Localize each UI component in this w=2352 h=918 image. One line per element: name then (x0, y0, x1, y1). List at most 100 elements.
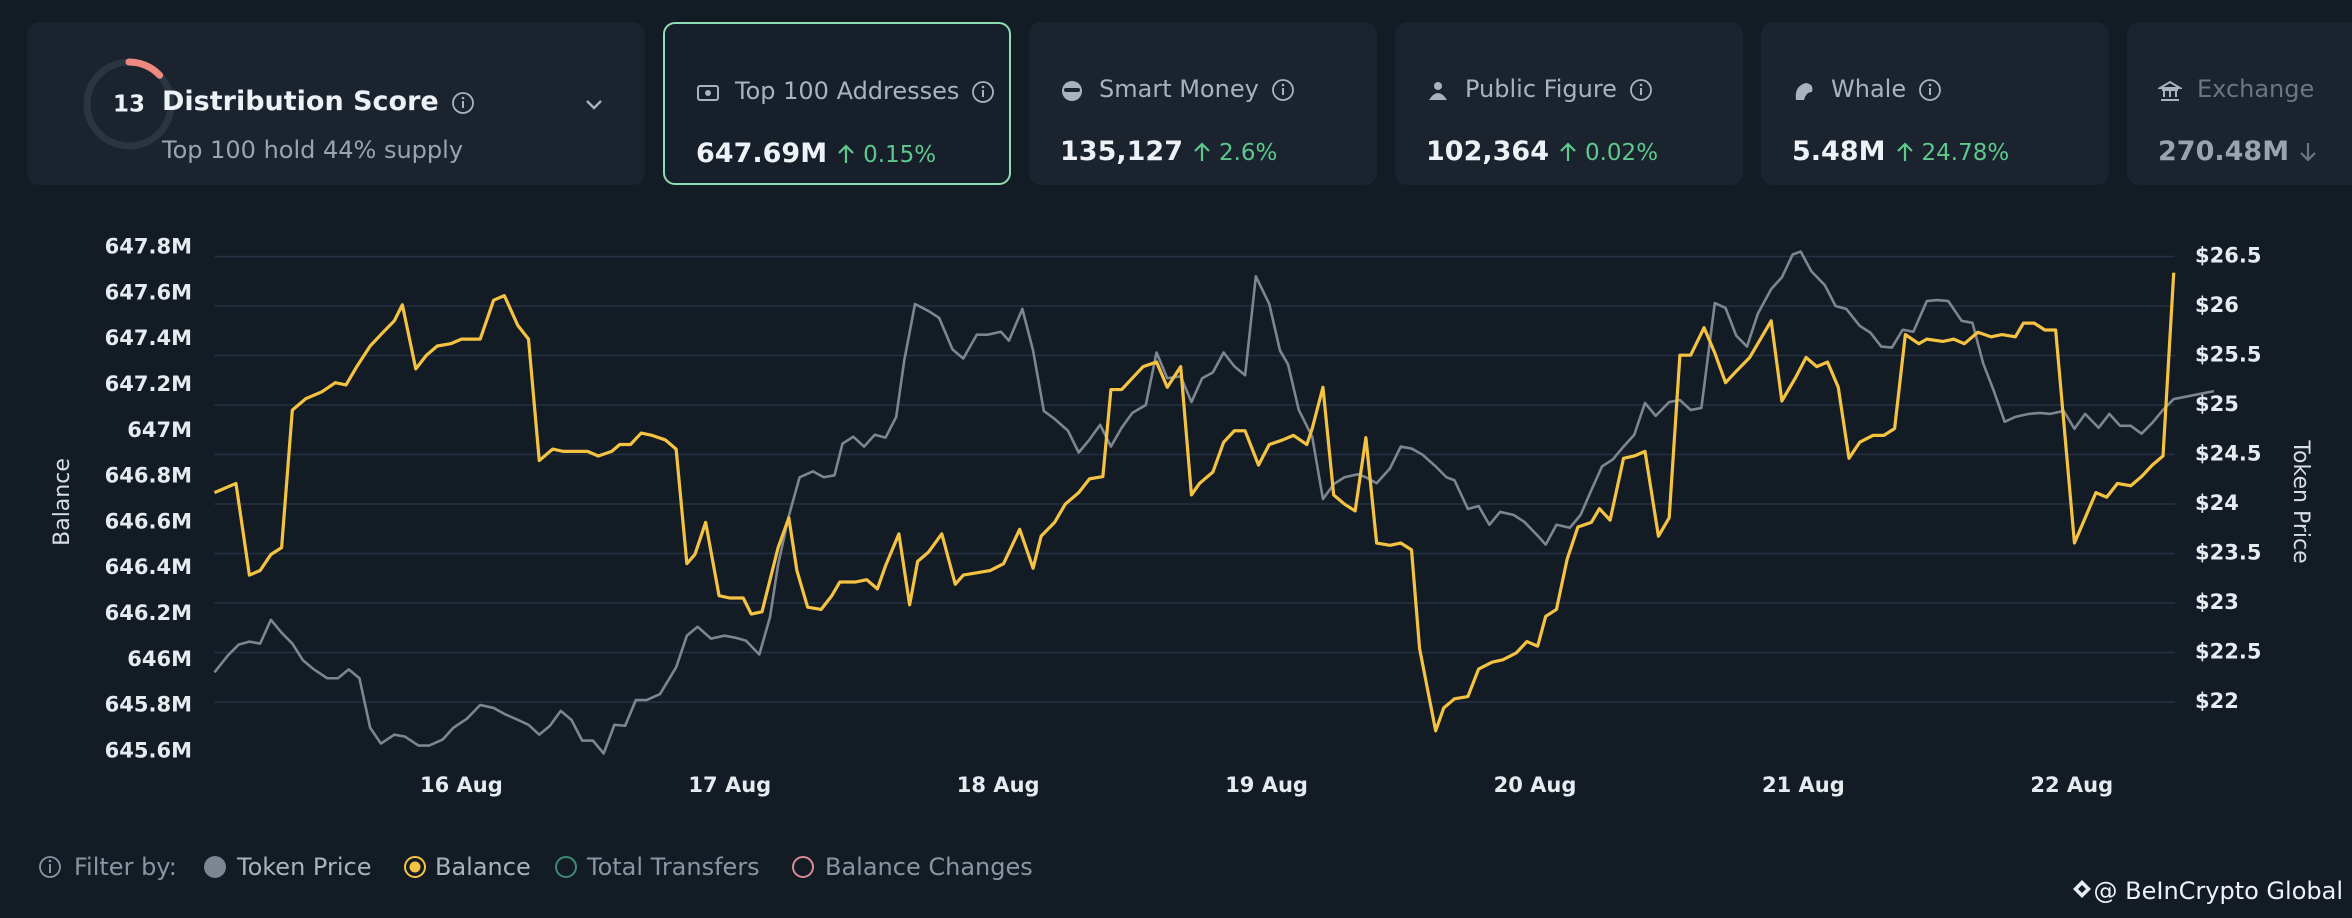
card-title: Whale (1831, 77, 1942, 102)
card-icon (2158, 80, 2182, 101)
x-tick-label: 17 Aug (688, 773, 771, 797)
info-icon[interactable] (1271, 78, 1295, 102)
card-icon (1062, 81, 1082, 101)
y-tick-label: 645.6M (105, 739, 192, 763)
score-ring: 13 (83, 58, 175, 150)
metric-card[interactable]: Exchange 270.48M (2127, 22, 2352, 185)
card-change: 2.6% (1218, 140, 1278, 166)
watermark: @ BeInCrypto Global (2094, 877, 2344, 905)
metric-card[interactable]: Public Figure 102,364 0.02% (1395, 22, 1743, 185)
y-tick-label: 645.8M (105, 693, 192, 717)
x-tick-label: 21 Aug (1762, 773, 1845, 797)
filter-dot[interactable] (555, 856, 577, 878)
filter-dot[interactable] (204, 856, 226, 878)
up-arrow (838, 143, 854, 163)
card-change: 0.02% (1584, 140, 1659, 166)
card-value: 102,364 (1426, 136, 1549, 167)
y-tick-label: 646.2M (105, 601, 192, 625)
card-row: 647.69M 0.15% (696, 140, 936, 167)
series-line (213, 272, 2176, 733)
plot: 645.6M 645.8M 646M 646.2M 646.4M 646.6M 646.8M… (105, 235, 2262, 798)
y2-axis-title: Token Price (2288, 439, 2313, 563)
score-subtitle: Top 100 hold 44% supply (162, 136, 464, 164)
y2-tick-label: $25 (2195, 392, 2239, 416)
score-value: 13 (113, 92, 145, 118)
filter-option[interactable]: Balance Changes (825, 853, 1033, 881)
filter-option[interactable]: Total Transfers (586, 853, 760, 881)
watermark-logo (2073, 880, 2091, 898)
up-arrow (1896, 141, 1913, 161)
card-change: 24.78% (1921, 140, 2010, 166)
info-icon[interactable] (1629, 78, 1653, 102)
x-tick-label: 22 Aug (2030, 773, 2113, 797)
metric-card[interactable]: Smart Money 135,127 2.6% (1029, 22, 1377, 185)
card-change: 0.15% (863, 142, 937, 168)
y-tick-label: 647M (127, 418, 192, 442)
y-tick-label: 646.4M (105, 555, 192, 579)
card-value: 647.69M (696, 138, 828, 169)
y-tick-label: 646M (127, 647, 192, 671)
card-icon (1429, 82, 1447, 100)
info-icon-dot (48, 859, 52, 863)
chevron[interactable] (582, 92, 606, 116)
metric-card[interactable]: Whale 5.48M 24.78% (1761, 22, 2109, 185)
filter-label: Filter by: (74, 853, 177, 881)
up-arrow (1560, 141, 1576, 161)
y2-tick-label: $26 (2195, 293, 2239, 317)
y2-tick-label: $22 (2195, 689, 2239, 713)
card-value: 270.48M (2158, 136, 2290, 167)
card-title-text: Whale (1831, 75, 1907, 103)
x-tick-label: 16 Aug (420, 773, 503, 797)
card-icon (697, 85, 719, 101)
y2-tick-label: $22.5 (2195, 640, 2261, 664)
score-title: Distribution Score (162, 88, 475, 115)
card-title-text: Public Figure (1465, 75, 1617, 103)
card-value: 5.48M (1792, 136, 1886, 167)
y2-tick-label: $24.5 (2195, 442, 2261, 466)
card-title: Exchange (2197, 75, 2315, 103)
card-icon (1795, 83, 1813, 100)
y-axis-title: Balance (50, 458, 75, 546)
x-tick-label: 20 Aug (1494, 773, 1577, 797)
info-icon[interactable] (451, 91, 475, 115)
x-tick-label: 18 Aug (957, 773, 1040, 797)
y-tick-label: 646.6M (105, 509, 192, 533)
filter-dot[interactable] (404, 856, 426, 878)
series-line (213, 250, 2215, 755)
y-tick-label: 646.8M (105, 464, 192, 488)
filter-bar: Filter by: Token Price Balance Total Tra… (39, 853, 1033, 881)
info-icon[interactable] (1918, 78, 1942, 102)
card-value: 135,127 (1060, 136, 1183, 167)
info-icon[interactable] (971, 80, 995, 104)
up-arrow (1194, 141, 1210, 161)
y-tick-label: 647.8M (105, 235, 192, 259)
filter-option[interactable]: Token Price (236, 853, 371, 881)
card-title-text: Smart Money (1099, 75, 1259, 103)
filter-dot-inner (409, 861, 421, 873)
y2-tick-label: $25.5 (2195, 343, 2261, 367)
card-row: 270.48M (2158, 138, 2319, 165)
card-title: Smart Money (1099, 77, 1295, 102)
y-tick-label: 647.6M (105, 280, 192, 304)
y-tick-label: 647.2M (105, 372, 192, 396)
card-title: Top 100 Addresses (735, 79, 995, 104)
y2-tick-label: $23 (2195, 590, 2239, 614)
card-title: Public Figure (1465, 77, 1653, 102)
card-title-text: Top 100 Addresses (735, 77, 960, 105)
filter-option[interactable]: Balance (435, 853, 531, 881)
filter-dot[interactable] (792, 856, 814, 878)
info-icon[interactable] (39, 856, 61, 878)
card-row: 5.48M 24.78% (1792, 138, 2009, 165)
card-row: 135,127 2.6% (1060, 138, 1277, 165)
down-arrow (2300, 142, 2316, 162)
x-tick-label: 19 Aug (1225, 773, 1308, 797)
metric-card[interactable]: Top 100 Addresses 647.69M 0.15% (663, 22, 1011, 185)
ring-arc (83, 58, 175, 150)
y-tick-label: 647.4M (105, 326, 192, 350)
score-card[interactable]: 13 Distribution Score Top 100 hold 44% s… (27, 22, 645, 185)
card-row: 102,364 0.02% (1426, 138, 1658, 165)
y2-tick-label: $24 (2195, 491, 2239, 515)
y2-tick-label: $23.5 (2195, 541, 2261, 565)
score-title-text: Distribution Score (162, 86, 439, 117)
